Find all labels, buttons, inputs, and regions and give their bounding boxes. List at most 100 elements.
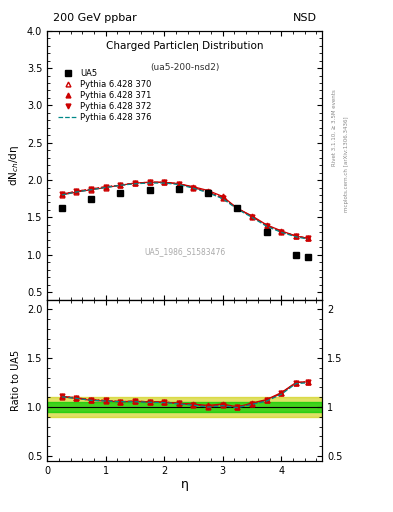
UA5 bbox=[264, 229, 269, 236]
Pythia 6.428 371 bbox=[220, 195, 225, 201]
Pythia 6.428 370 bbox=[162, 179, 167, 185]
Pythia 6.428 370 bbox=[235, 205, 240, 211]
Line: UA5: UA5 bbox=[59, 186, 311, 260]
Pythia 6.428 371 bbox=[305, 235, 310, 241]
Pythia 6.428 371 bbox=[264, 223, 269, 229]
Pythia 6.428 376 bbox=[176, 181, 181, 187]
Pythia 6.428 370 bbox=[220, 194, 225, 200]
Y-axis label: dN$_{ch}$/dη: dN$_{ch}$/dη bbox=[7, 144, 21, 186]
Pythia 6.428 376 bbox=[103, 184, 108, 190]
Pythia 6.428 376 bbox=[206, 189, 211, 196]
Pythia 6.428 372 bbox=[305, 235, 310, 241]
Pythia 6.428 370 bbox=[305, 235, 310, 241]
Pythia 6.428 371 bbox=[147, 179, 152, 185]
Pythia 6.428 372 bbox=[294, 233, 298, 239]
UA5 bbox=[147, 187, 152, 193]
Pythia 6.428 370 bbox=[176, 181, 181, 187]
Pythia 6.428 372 bbox=[264, 223, 269, 229]
Pythia 6.428 370 bbox=[118, 182, 123, 188]
Text: NSD: NSD bbox=[293, 13, 317, 23]
Pythia 6.428 371 bbox=[59, 191, 64, 197]
Pythia 6.428 371 bbox=[294, 233, 298, 239]
Text: 200 GeV ppbar: 200 GeV ppbar bbox=[53, 13, 136, 23]
Pythia 6.428 372 bbox=[132, 180, 137, 186]
Pythia 6.428 371 bbox=[191, 184, 196, 190]
Pythia 6.428 372 bbox=[103, 184, 108, 190]
Legend: UA5, Pythia 6.428 370, Pythia 6.428 371, Pythia 6.428 372, Pythia 6.428 376: UA5, Pythia 6.428 370, Pythia 6.428 371,… bbox=[57, 67, 153, 124]
Pythia 6.428 372 bbox=[162, 179, 167, 185]
Pythia 6.428 371 bbox=[103, 184, 108, 190]
Pythia 6.428 370 bbox=[294, 233, 298, 239]
Pythia 6.428 370 bbox=[264, 222, 269, 228]
Pythia 6.428 372 bbox=[279, 228, 284, 234]
Pythia 6.428 370 bbox=[206, 187, 211, 194]
UA5 bbox=[118, 189, 123, 196]
Pythia 6.428 372 bbox=[59, 191, 64, 197]
Pythia 6.428 370 bbox=[74, 189, 79, 195]
Bar bbox=[47, 397, 322, 417]
Pythia 6.428 370 bbox=[250, 213, 254, 219]
Pythia 6.428 372 bbox=[250, 214, 254, 220]
Pythia 6.428 371 bbox=[279, 228, 284, 234]
Pythia 6.428 372 bbox=[118, 182, 123, 188]
Pythia 6.428 372 bbox=[235, 205, 240, 211]
Pythia 6.428 376 bbox=[118, 182, 123, 188]
UA5 bbox=[206, 189, 211, 196]
Pythia 6.428 371 bbox=[176, 181, 181, 187]
Line: Pythia 6.428 372: Pythia 6.428 372 bbox=[59, 180, 310, 241]
Pythia 6.428 371 bbox=[235, 205, 240, 211]
Pythia 6.428 376 bbox=[264, 223, 269, 229]
Pythia 6.428 376 bbox=[279, 229, 284, 236]
UA5 bbox=[89, 196, 94, 202]
Pythia 6.428 371 bbox=[132, 180, 137, 186]
Pythia 6.428 370 bbox=[132, 180, 137, 186]
Line: Pythia 6.428 371: Pythia 6.428 371 bbox=[59, 180, 310, 241]
Bar bbox=[47, 402, 322, 412]
Pythia 6.428 370 bbox=[59, 192, 64, 198]
Line: Pythia 6.428 376: Pythia 6.428 376 bbox=[62, 183, 308, 239]
Pythia 6.428 376 bbox=[59, 192, 64, 198]
Text: Rivet 3.1.10, ≥ 3.5M events: Rivet 3.1.10, ≥ 3.5M events bbox=[332, 90, 337, 166]
Pythia 6.428 371 bbox=[162, 179, 167, 185]
UA5 bbox=[176, 186, 181, 192]
Pythia 6.428 370 bbox=[103, 184, 108, 190]
Pythia 6.428 370 bbox=[147, 179, 152, 185]
Text: mcplots.cern.ch [arXiv:1306.3436]: mcplots.cern.ch [arXiv:1306.3436] bbox=[344, 116, 349, 211]
Pythia 6.428 376 bbox=[162, 180, 167, 186]
Pythia 6.428 370 bbox=[279, 228, 284, 234]
Pythia 6.428 376 bbox=[250, 215, 254, 221]
Pythia 6.428 376 bbox=[220, 196, 225, 202]
UA5 bbox=[235, 205, 240, 211]
UA5 bbox=[294, 252, 298, 258]
Pythia 6.428 376 bbox=[305, 236, 310, 242]
Pythia 6.428 371 bbox=[74, 188, 79, 195]
Pythia 6.428 376 bbox=[132, 181, 137, 187]
Pythia 6.428 370 bbox=[89, 187, 94, 193]
Pythia 6.428 370 bbox=[191, 184, 196, 190]
Pythia 6.428 376 bbox=[147, 180, 152, 186]
Pythia 6.428 371 bbox=[118, 182, 123, 188]
Line: Pythia 6.428 370: Pythia 6.428 370 bbox=[59, 180, 310, 241]
Pythia 6.428 376 bbox=[294, 233, 298, 240]
Pythia 6.428 371 bbox=[89, 186, 94, 192]
UA5 bbox=[59, 205, 64, 211]
Pythia 6.428 372 bbox=[206, 189, 211, 195]
X-axis label: η: η bbox=[181, 478, 189, 492]
Pythia 6.428 371 bbox=[206, 189, 211, 195]
Pythia 6.428 376 bbox=[235, 206, 240, 212]
Pythia 6.428 372 bbox=[147, 179, 152, 185]
Pythia 6.428 371 bbox=[250, 214, 254, 220]
Y-axis label: Ratio to UA5: Ratio to UA5 bbox=[11, 350, 21, 411]
Pythia 6.428 372 bbox=[176, 181, 181, 187]
Text: UA5_1986_S1583476: UA5_1986_S1583476 bbox=[144, 247, 225, 255]
Text: Charged Particleη Distribution: Charged Particleη Distribution bbox=[106, 41, 263, 52]
Text: (ua5-200-nsd2): (ua5-200-nsd2) bbox=[150, 63, 219, 72]
UA5 bbox=[305, 254, 310, 260]
Pythia 6.428 372 bbox=[74, 188, 79, 195]
Pythia 6.428 372 bbox=[220, 195, 225, 201]
Pythia 6.428 376 bbox=[191, 185, 196, 191]
Pythia 6.428 376 bbox=[89, 187, 94, 193]
Pythia 6.428 372 bbox=[191, 184, 196, 190]
Pythia 6.428 376 bbox=[74, 189, 79, 195]
Pythia 6.428 372 bbox=[89, 186, 94, 192]
